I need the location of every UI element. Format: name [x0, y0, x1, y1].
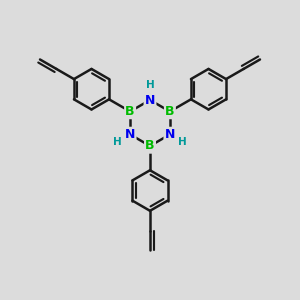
Text: N: N [125, 128, 135, 141]
Text: N: N [145, 94, 155, 106]
Text: B: B [125, 105, 135, 118]
Text: H: H [146, 80, 154, 90]
Text: N: N [165, 128, 175, 141]
Text: H: H [178, 137, 187, 147]
Text: B: B [145, 140, 155, 152]
Text: H: H [113, 137, 122, 147]
Text: B: B [165, 105, 175, 118]
